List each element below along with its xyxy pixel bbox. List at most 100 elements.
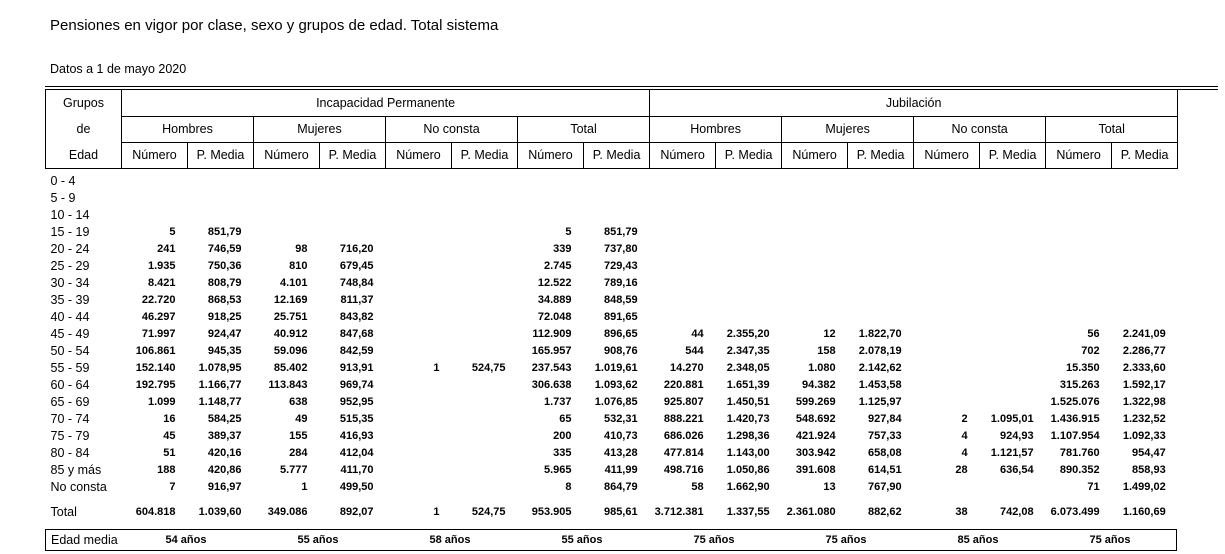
cell-value: 1.160,69	[1122, 506, 1166, 518]
row-label: 45 - 49	[50, 327, 90, 341]
cell-value	[1046, 241, 1112, 258]
cell-value: 1.095,01	[990, 413, 1034, 425]
edad-media-value: 75 años	[1089, 534, 1131, 546]
cell-value	[254, 207, 320, 224]
cell-value: 954,47	[1132, 447, 1166, 459]
cell-value: 890.352	[1059, 464, 1100, 476]
corner-line: Grupos	[63, 96, 104, 110]
sex-header: Hombres	[649, 116, 783, 143]
cell-value: 4	[961, 447, 968, 459]
cell-value	[980, 258, 1046, 275]
cell-value: 420,16	[207, 447, 242, 459]
cell-value: 413,28	[603, 447, 638, 459]
measure-header: Número	[781, 142, 849, 170]
cell-value: 7	[169, 481, 176, 493]
cell-value: 868,53	[207, 294, 242, 306]
cell-value: 13	[823, 481, 836, 493]
cell-value	[452, 190, 518, 207]
cell-value	[320, 169, 386, 191]
cell-value: 1	[301, 481, 308, 493]
cell-value: 477.814	[663, 447, 704, 459]
cell-value	[386, 207, 452, 224]
cell-value: 742,08	[999, 506, 1034, 518]
cell-value: 515,35	[339, 413, 374, 425]
cell-value	[452, 275, 518, 292]
cell-value	[1046, 224, 1112, 241]
cell-value: 679,45	[339, 260, 374, 272]
cell-value: 953.905	[531, 506, 572, 518]
cell-value	[914, 326, 980, 343]
measure-header: Número	[121, 142, 188, 170]
cell-value	[584, 169, 650, 191]
cell-value	[782, 292, 848, 309]
cell-value: 2.333,60	[1122, 362, 1166, 374]
cell-value: 499,50	[339, 481, 374, 493]
cell-value: 56	[1087, 328, 1100, 340]
cell-value: 524,75	[471, 362, 506, 374]
cell-value: 882,62	[867, 506, 902, 518]
cell-value: 85.402	[273, 362, 308, 374]
edad-media-value: 75 años	[825, 534, 867, 546]
cell-value: 1.298,36	[726, 430, 770, 442]
cell-value	[980, 309, 1046, 326]
cell-value: 14.270	[669, 362, 704, 374]
cell-value	[980, 326, 1046, 343]
cell-value: 25.751	[273, 311, 308, 323]
cell-value: 686.026	[663, 430, 704, 442]
cell-value: 12.169	[273, 294, 308, 306]
cell-value: 2.348,05	[726, 362, 770, 374]
cell-value: 411,70	[340, 464, 374, 476]
cell-value: 2.078,19	[858, 345, 902, 357]
cell-value: 1.166,77	[198, 379, 242, 391]
row-label: 40 - 44	[50, 310, 90, 324]
measure-header: P. Media	[715, 142, 783, 170]
cell-value	[584, 207, 650, 224]
cell-value: 2.142,62	[858, 362, 902, 374]
cell-value	[650, 292, 716, 309]
cell-value: 51	[163, 447, 176, 459]
cell-value: 58	[691, 481, 704, 493]
table-row: 70 - 74 16 584,25 49 515,35 65 532,31 888.221 1.…	[46, 411, 1178, 428]
sex-header: No consta	[385, 116, 518, 143]
cell-value: 2.241,09	[1122, 328, 1166, 340]
cell-value: 985,61	[603, 506, 638, 518]
cell-value: 851,79	[207, 226, 242, 238]
cell-value: 237.543	[531, 362, 572, 374]
cell-value	[386, 275, 452, 292]
cell-value: 112.909	[532, 328, 572, 340]
cell-value: 3.712.381	[654, 506, 704, 518]
cell-value	[914, 275, 980, 292]
cell-value	[980, 394, 1046, 411]
cell-value: 599.269	[795, 396, 836, 408]
cell-value: 1.737	[543, 396, 572, 408]
cell-value: 781.760	[1059, 447, 1100, 459]
cell-value	[452, 169, 518, 191]
cell-value: 411,99	[604, 464, 638, 476]
cell-value	[848, 275, 914, 292]
edad-media-value: 54 años	[165, 534, 207, 546]
cell-value: 46.297	[141, 311, 176, 323]
table-row: 25 - 29 1.935 750,36 810 679,45 2.745 729,43	[46, 258, 1178, 275]
cell-value	[386, 428, 452, 445]
cell-value: 1	[433, 362, 440, 374]
sex-header: Total	[1045, 116, 1179, 143]
cell-value	[386, 411, 452, 428]
measure-header: P. Media	[187, 142, 254, 170]
cell-value: 5.777	[279, 464, 308, 476]
table-row: 35 - 39 22.720 868,53 12.169 811,37 34.889 848…	[46, 292, 1178, 309]
cell-value	[980, 207, 1046, 224]
cell-value	[1112, 309, 1178, 326]
cell-value	[1046, 258, 1112, 275]
cell-value: 59.096	[273, 345, 308, 357]
cell-value: 1.651,39	[726, 379, 770, 391]
cell-value: 389,37	[207, 430, 242, 442]
cell-value	[782, 309, 848, 326]
corner-header: Grupos de Edad	[45, 90, 122, 169]
cell-value: 757,33	[867, 430, 902, 442]
measure-header: P. Media	[451, 142, 518, 170]
row-label: 35 - 39	[50, 293, 90, 307]
cell-value	[848, 241, 914, 258]
cell-value	[782, 207, 848, 224]
cell-value: 658,08	[867, 447, 902, 459]
cell-value: 391.608	[795, 464, 836, 476]
